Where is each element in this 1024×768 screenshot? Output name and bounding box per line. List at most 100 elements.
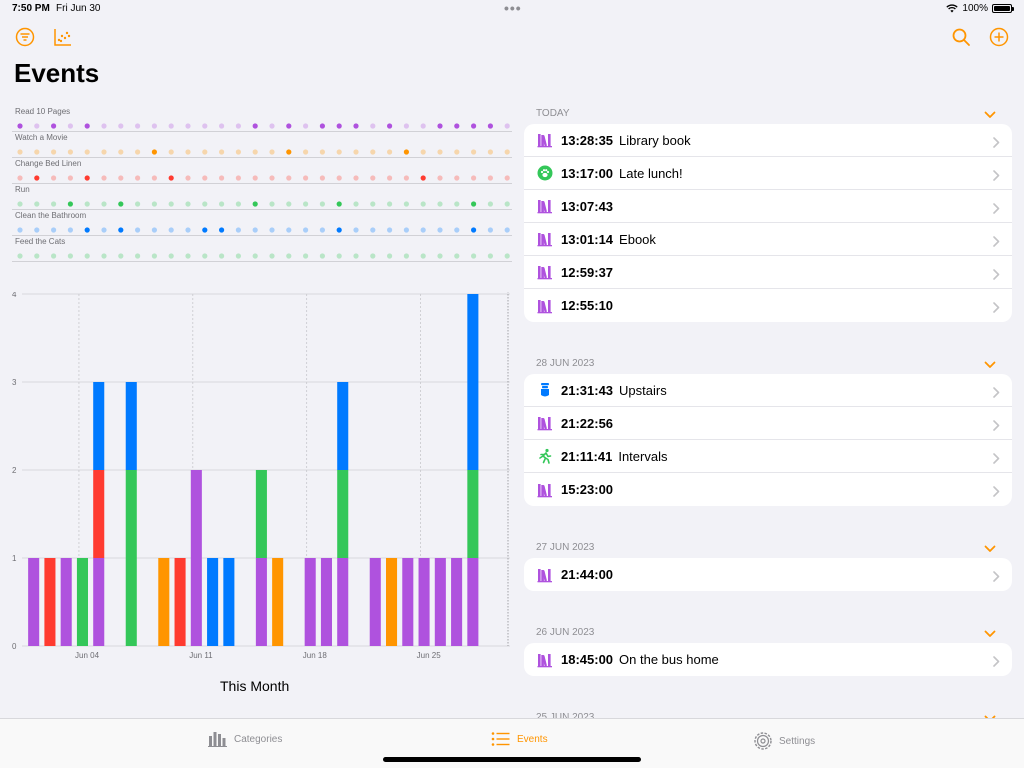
habit-day-dot xyxy=(471,123,477,129)
event-row[interactable]: 12:55:10 xyxy=(524,289,1012,322)
habit-day-dot xyxy=(454,201,460,207)
event-row[interactable]: 15:23:00 xyxy=(524,473,1012,506)
habit-day-dot xyxy=(151,253,157,259)
events-bar-chart[interactable]: 0 1 2 3 4 Jun 04 Jun 11 Jun 18 Jun 25 xyxy=(10,292,514,662)
habit-day-dot xyxy=(219,227,225,233)
event-row[interactable]: 13:17:00 Late lunch! xyxy=(524,157,1012,190)
chart-period-title[interactable]: This Month xyxy=(220,678,290,694)
event-time: 13:28:35 xyxy=(561,132,614,148)
add-icon[interactable] xyxy=(988,26,1010,48)
event-note: Intervals xyxy=(618,448,668,464)
habit-day-dot xyxy=(34,227,40,233)
chevron-down-icon[interactable] xyxy=(984,625,996,643)
habit-day-dot xyxy=(101,123,107,129)
habit-day-dot xyxy=(101,149,107,155)
habit-day-dot xyxy=(84,253,90,259)
section-header[interactable]: 28 JUN 2023 xyxy=(524,352,1012,374)
section-header[interactable]: TODAY xyxy=(524,102,1012,124)
habit-day-dot xyxy=(420,227,426,233)
scatter-chart-icon[interactable] xyxy=(52,26,74,48)
habit-day-dot xyxy=(17,227,23,233)
multitasking-dots-icon[interactable]: ••• xyxy=(504,0,522,16)
chevron-right-icon xyxy=(993,654,1000,672)
habit-row[interactable]: Watch a Movie xyxy=(12,132,512,158)
habit-dots xyxy=(17,149,510,155)
habit-day-dot xyxy=(17,123,23,129)
habit-day-dot xyxy=(101,253,107,259)
bar-segment xyxy=(320,558,332,646)
section-title: 25 JUN 2023 xyxy=(536,712,595,718)
habit-day-dot xyxy=(387,149,393,155)
habit-label: Run xyxy=(15,185,30,194)
habit-day-dot xyxy=(420,253,426,259)
habit-day-dot xyxy=(34,175,40,181)
section-title: 28 JUN 2023 xyxy=(536,358,595,369)
habit-day-dot xyxy=(387,123,393,129)
habit-day-dot xyxy=(286,123,292,129)
habit-day-dot xyxy=(370,175,376,181)
section-header[interactable]: 26 JUN 2023 xyxy=(524,621,1012,643)
event-section: TODAY 13:28:35 Library book 13:17:00 Late lu… xyxy=(524,102,1012,322)
event-time: 21:44:00 xyxy=(561,567,614,582)
chevron-down-icon[interactable] xyxy=(984,106,996,124)
tab-categories[interactable]: Categories xyxy=(208,731,282,747)
habit-day-dot xyxy=(185,149,191,155)
section-header[interactable]: 25 JUN 2023 xyxy=(524,706,1012,718)
home-indicator[interactable] xyxy=(383,757,641,762)
habit-day-dot xyxy=(269,201,275,207)
habit-day-dot xyxy=(336,123,342,129)
books-icon xyxy=(536,414,554,432)
event-row[interactable]: 21:31:43 Upstairs xyxy=(524,374,1012,407)
habit-day-dot xyxy=(118,253,124,259)
habit-day-dot xyxy=(420,201,426,207)
habit-day-dot xyxy=(454,175,460,181)
habit-label: Feed the Cats xyxy=(15,237,66,246)
habit-day-dot xyxy=(118,227,124,233)
habit-row[interactable]: Read 10 Pages xyxy=(12,106,512,132)
habit-day-dot xyxy=(219,201,225,207)
habit-day-dot xyxy=(504,227,510,233)
event-row[interactable]: 21:44:00 xyxy=(524,558,1012,591)
filter-icon[interactable] xyxy=(14,26,36,48)
search-icon[interactable] xyxy=(950,26,972,48)
habit-day-dot xyxy=(151,123,157,129)
event-card: 21:31:43 Upstairs 21:22:56 21:11:41 Interval… xyxy=(524,374,1012,506)
tab-events[interactable]: Events xyxy=(491,731,548,747)
habit-day-dot xyxy=(319,227,325,233)
habit-row[interactable]: Clean the Bathroom xyxy=(12,210,512,236)
habit-label: Watch a Movie xyxy=(15,133,68,142)
bar-segment xyxy=(467,294,479,382)
habit-row[interactable]: Change Bed Linen xyxy=(12,158,512,184)
habit-day-dot xyxy=(84,227,90,233)
habit-day-dot xyxy=(151,175,157,181)
event-row[interactable]: 21:22:56 xyxy=(524,407,1012,440)
event-row[interactable]: 13:28:35 Library book xyxy=(524,124,1012,157)
event-row[interactable]: 13:01:14 Ebook xyxy=(524,223,1012,256)
habit-row[interactable]: Run xyxy=(12,184,512,210)
event-row[interactable]: 18:45:00 On the bus home xyxy=(524,643,1012,676)
habit-row[interactable]: Feed the Cats xyxy=(12,236,512,262)
habit-day-dot xyxy=(454,149,460,155)
habit-day-dot xyxy=(504,123,510,129)
event-row[interactable]: 13:07:43 xyxy=(524,190,1012,223)
event-time: 12:55:10 xyxy=(561,298,614,313)
habit-day-dot xyxy=(51,227,57,233)
chevron-down-icon[interactable] xyxy=(984,540,996,558)
habit-day-dot xyxy=(420,123,426,129)
tab-settings[interactable]: Settings xyxy=(753,731,815,751)
habit-day-dot xyxy=(235,175,241,181)
habit-day-dot xyxy=(67,175,73,181)
section-header[interactable]: 27 JUN 2023 xyxy=(524,536,1012,558)
event-row[interactable]: 21:11:41 Intervals xyxy=(524,440,1012,473)
habit-day-dot xyxy=(353,149,359,155)
chevron-right-icon xyxy=(993,418,1000,436)
habit-day-dot xyxy=(135,175,141,181)
chevron-down-icon[interactable] xyxy=(984,710,996,718)
chevron-down-icon[interactable] xyxy=(984,356,996,374)
habit-label: Clean the Bathroom xyxy=(15,211,87,220)
bar-segment xyxy=(272,558,284,646)
habit-day-dot xyxy=(487,227,493,233)
habit-day-dot xyxy=(84,123,90,129)
habit-dots xyxy=(17,123,510,129)
event-row[interactable]: 12:59:37 xyxy=(524,256,1012,289)
